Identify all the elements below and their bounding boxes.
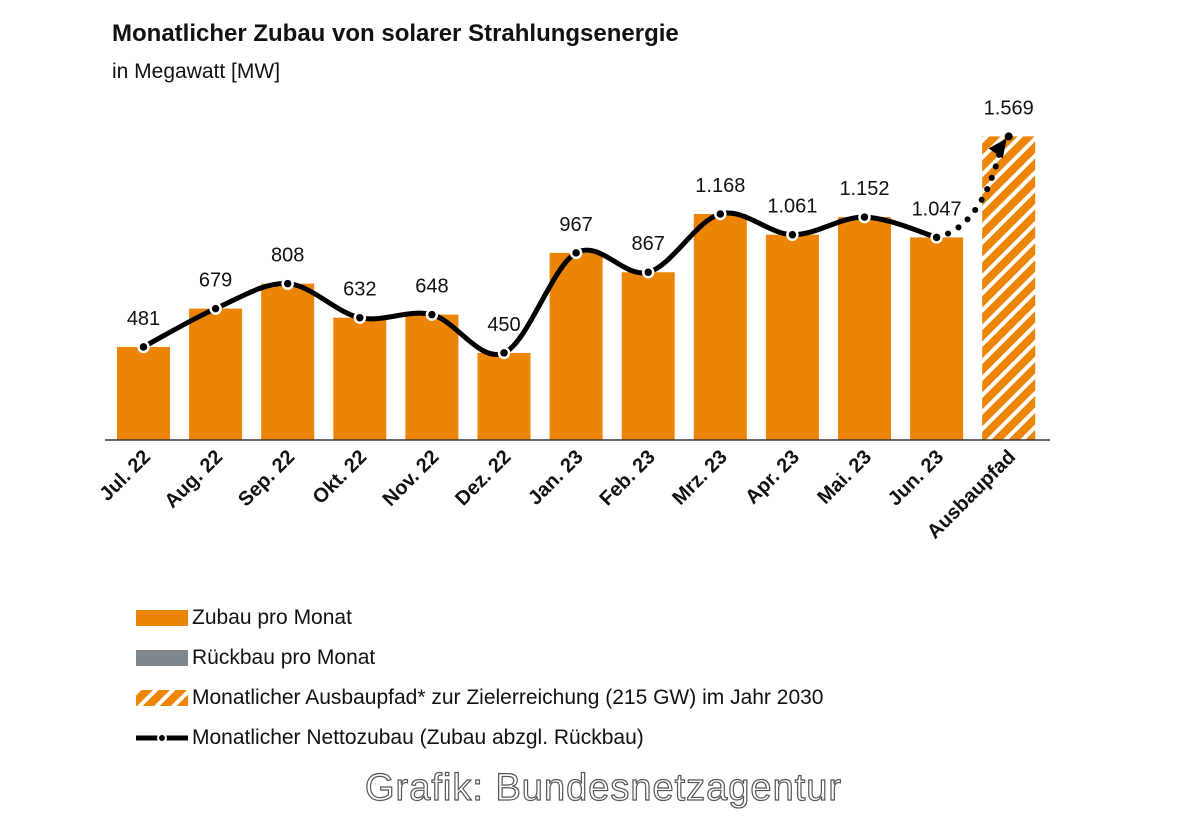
legend-swatch-line	[136, 733, 188, 743]
chart-title: Monatlicher Zubau von solarer Strahlungs…	[112, 20, 679, 47]
line-point	[209, 302, 222, 315]
legend-item-nettozubau: Monatlicher Nettozubau (Zubau abzgl. Rüc…	[136, 718, 823, 758]
x-tick-label: Nov. 22	[379, 446, 444, 511]
legend-swatch-gray	[136, 650, 188, 666]
legend-label: Monatlicher Ausbaupfad* zur Zielerreichu…	[192, 686, 824, 709]
line-point	[281, 277, 294, 290]
bar	[477, 352, 531, 440]
line-point	[137, 340, 150, 354]
legend-item-ausbaupfad: Monatlicher Ausbaupfad* zur Zielerreichu…	[136, 678, 823, 718]
bar	[117, 346, 170, 440]
x-tick-label: Jan. 23	[524, 446, 588, 510]
bar	[765, 234, 819, 440]
line-point	[641, 265, 655, 279]
legend-label: Zubau pro Monat	[192, 606, 352, 629]
x-tick-label: Jun. 23	[884, 446, 948, 510]
data-label: 967	[559, 214, 592, 236]
net-line-projection	[933, 145, 1004, 241]
bar	[405, 314, 459, 440]
data-label: 1.168	[695, 175, 745, 197]
bar	[621, 272, 675, 440]
data-label: 1.061	[767, 196, 817, 218]
bar-ausbaupfad	[982, 136, 1036, 440]
line-point	[569, 246, 583, 260]
bar	[549, 252, 603, 440]
line-point	[714, 207, 727, 221]
bar	[693, 213, 747, 440]
data-label: 1.569	[984, 97, 1034, 119]
data-label: 1.152	[839, 178, 889, 200]
line-point	[930, 231, 943, 244]
x-tick-label: Jul. 22	[95, 446, 155, 506]
legend-label: Rückbau pro Monat	[192, 646, 376, 669]
x-tick-label: Okt. 22	[309, 446, 372, 509]
legend-label: Monatlicher Nettozubau (Zubau abzgl. Rüc…	[192, 726, 644, 749]
legend-item-rueckbau: Rückbau pro Monat	[136, 638, 823, 678]
data-label: 867	[632, 233, 665, 255]
legend-swatch-hatched	[136, 690, 188, 706]
arrow-head-icon	[988, 138, 1007, 159]
x-tick-label: Aug. 22	[160, 446, 227, 513]
legend-item-zubau: Zubau pro Monat	[136, 598, 823, 638]
x-tick-label: Feb. 23	[595, 446, 659, 510]
x-tick-label: Mrz. 23	[668, 446, 732, 510]
line-point	[1004, 132, 1013, 141]
bar	[838, 217, 891, 440]
bar	[189, 308, 243, 440]
line-point	[497, 346, 511, 360]
data-label: 632	[343, 279, 376, 301]
line-point	[858, 210, 871, 224]
line-point	[786, 228, 799, 241]
x-tick-label: Dez. 22	[451, 446, 515, 510]
x-tick-label: Apr. 23	[741, 446, 804, 509]
bar	[333, 317, 387, 440]
data-label: 450	[487, 314, 520, 336]
x-tick-label: Mai. 23	[813, 446, 876, 509]
data-label: 481	[127, 308, 160, 330]
line-point	[353, 311, 367, 324]
x-tick-label: Sep. 22	[234, 446, 299, 511]
watermark: Grafik: Bundesnetzagentur	[364, 766, 843, 809]
line-point	[425, 308, 439, 321]
data-label: 808	[271, 245, 304, 267]
chart-subtitle: in Megawatt [MW]	[112, 60, 281, 83]
bar	[261, 283, 315, 440]
data-label: 679	[199, 270, 232, 292]
legend: Zubau pro Monat Rückbau pro Monat Monatl…	[136, 598, 823, 758]
data-label: 1.047	[912, 198, 962, 220]
bar	[910, 237, 964, 440]
data-label: 648	[415, 276, 448, 298]
legend-swatch-orange	[136, 610, 188, 626]
